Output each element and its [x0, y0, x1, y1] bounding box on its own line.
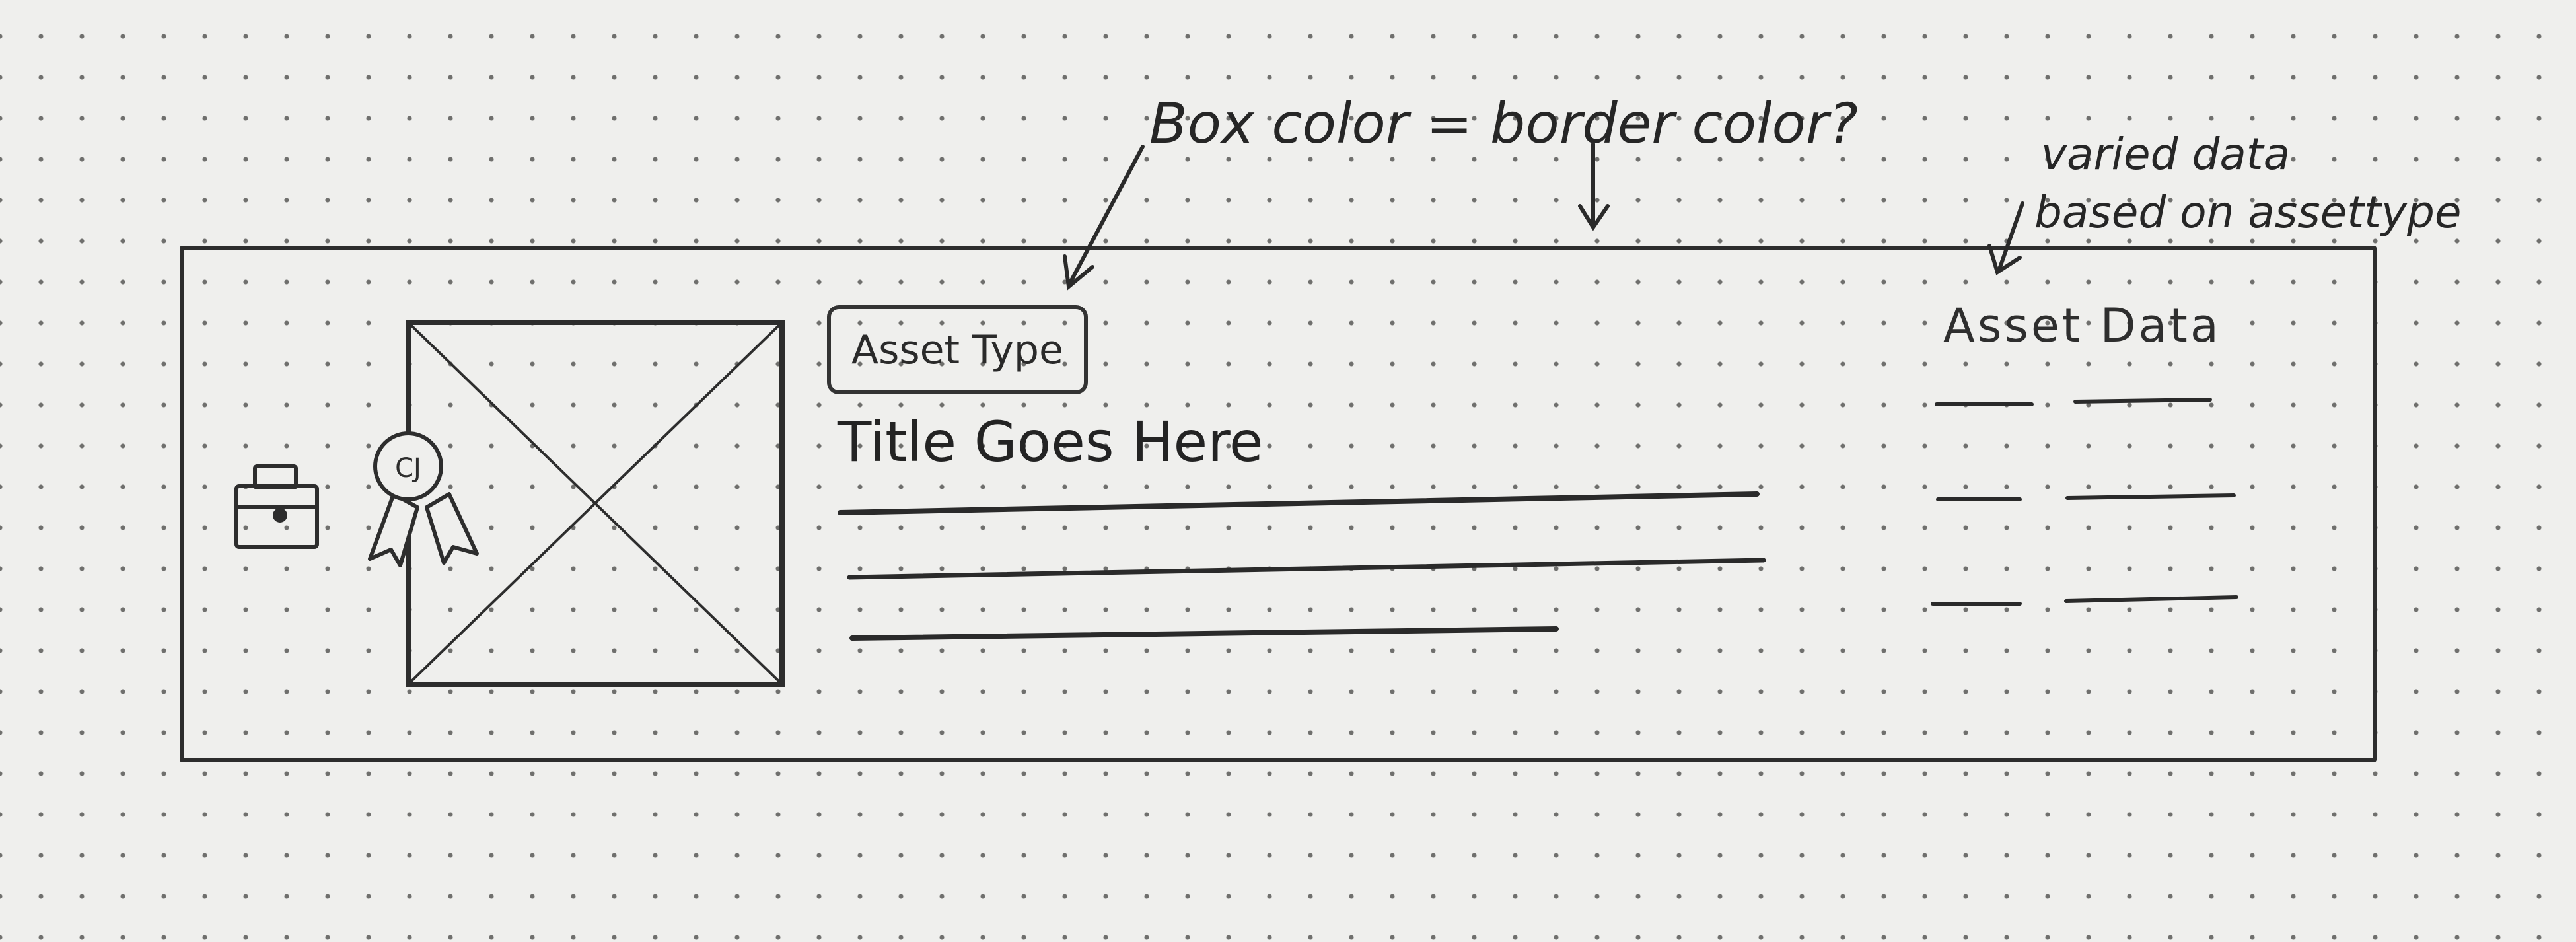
annotation-varied-data: varied data based on assettype [2034, 126, 2462, 242]
asset-data-row3-value [2064, 595, 2238, 603]
description-line-2 [847, 558, 1766, 580]
asset-data-heading: Asset Data [1943, 299, 2221, 353]
arrow-to-asset-data [1987, 201, 2024, 275]
annotation-varied-data-line2: based on assettype [2034, 187, 2462, 238]
annotation-box-color: Box color = border color? [1149, 91, 1858, 156]
card-title[interactable]: Title Goes Here [838, 410, 1264, 474]
briefcase-icon [234, 464, 319, 549]
asset-data-row1-value [2073, 398, 2212, 404]
badge-text: CJ [395, 453, 421, 484]
description-line-1 [838, 491, 1760, 515]
arrow-to-border [1578, 142, 1610, 231]
award-ribbon-icon: CJ [368, 431, 479, 567]
asset-data-lines [1931, 398, 2238, 606]
description-lines [838, 491, 1766, 641]
asset-type-label: Asset Type [851, 326, 1063, 373]
image-placeholder-icon [406, 320, 785, 687]
annotation-varied-data-line1: varied data [2041, 129, 2291, 180]
asset-data-row2-value [2065, 493, 2236, 500]
asset-card[interactable] [180, 246, 2377, 762]
arrow-to-asset-type [1063, 145, 1145, 291]
asset-type-tag[interactable]: Asset Type [827, 305, 1088, 394]
description-line-3 [849, 626, 1559, 641]
